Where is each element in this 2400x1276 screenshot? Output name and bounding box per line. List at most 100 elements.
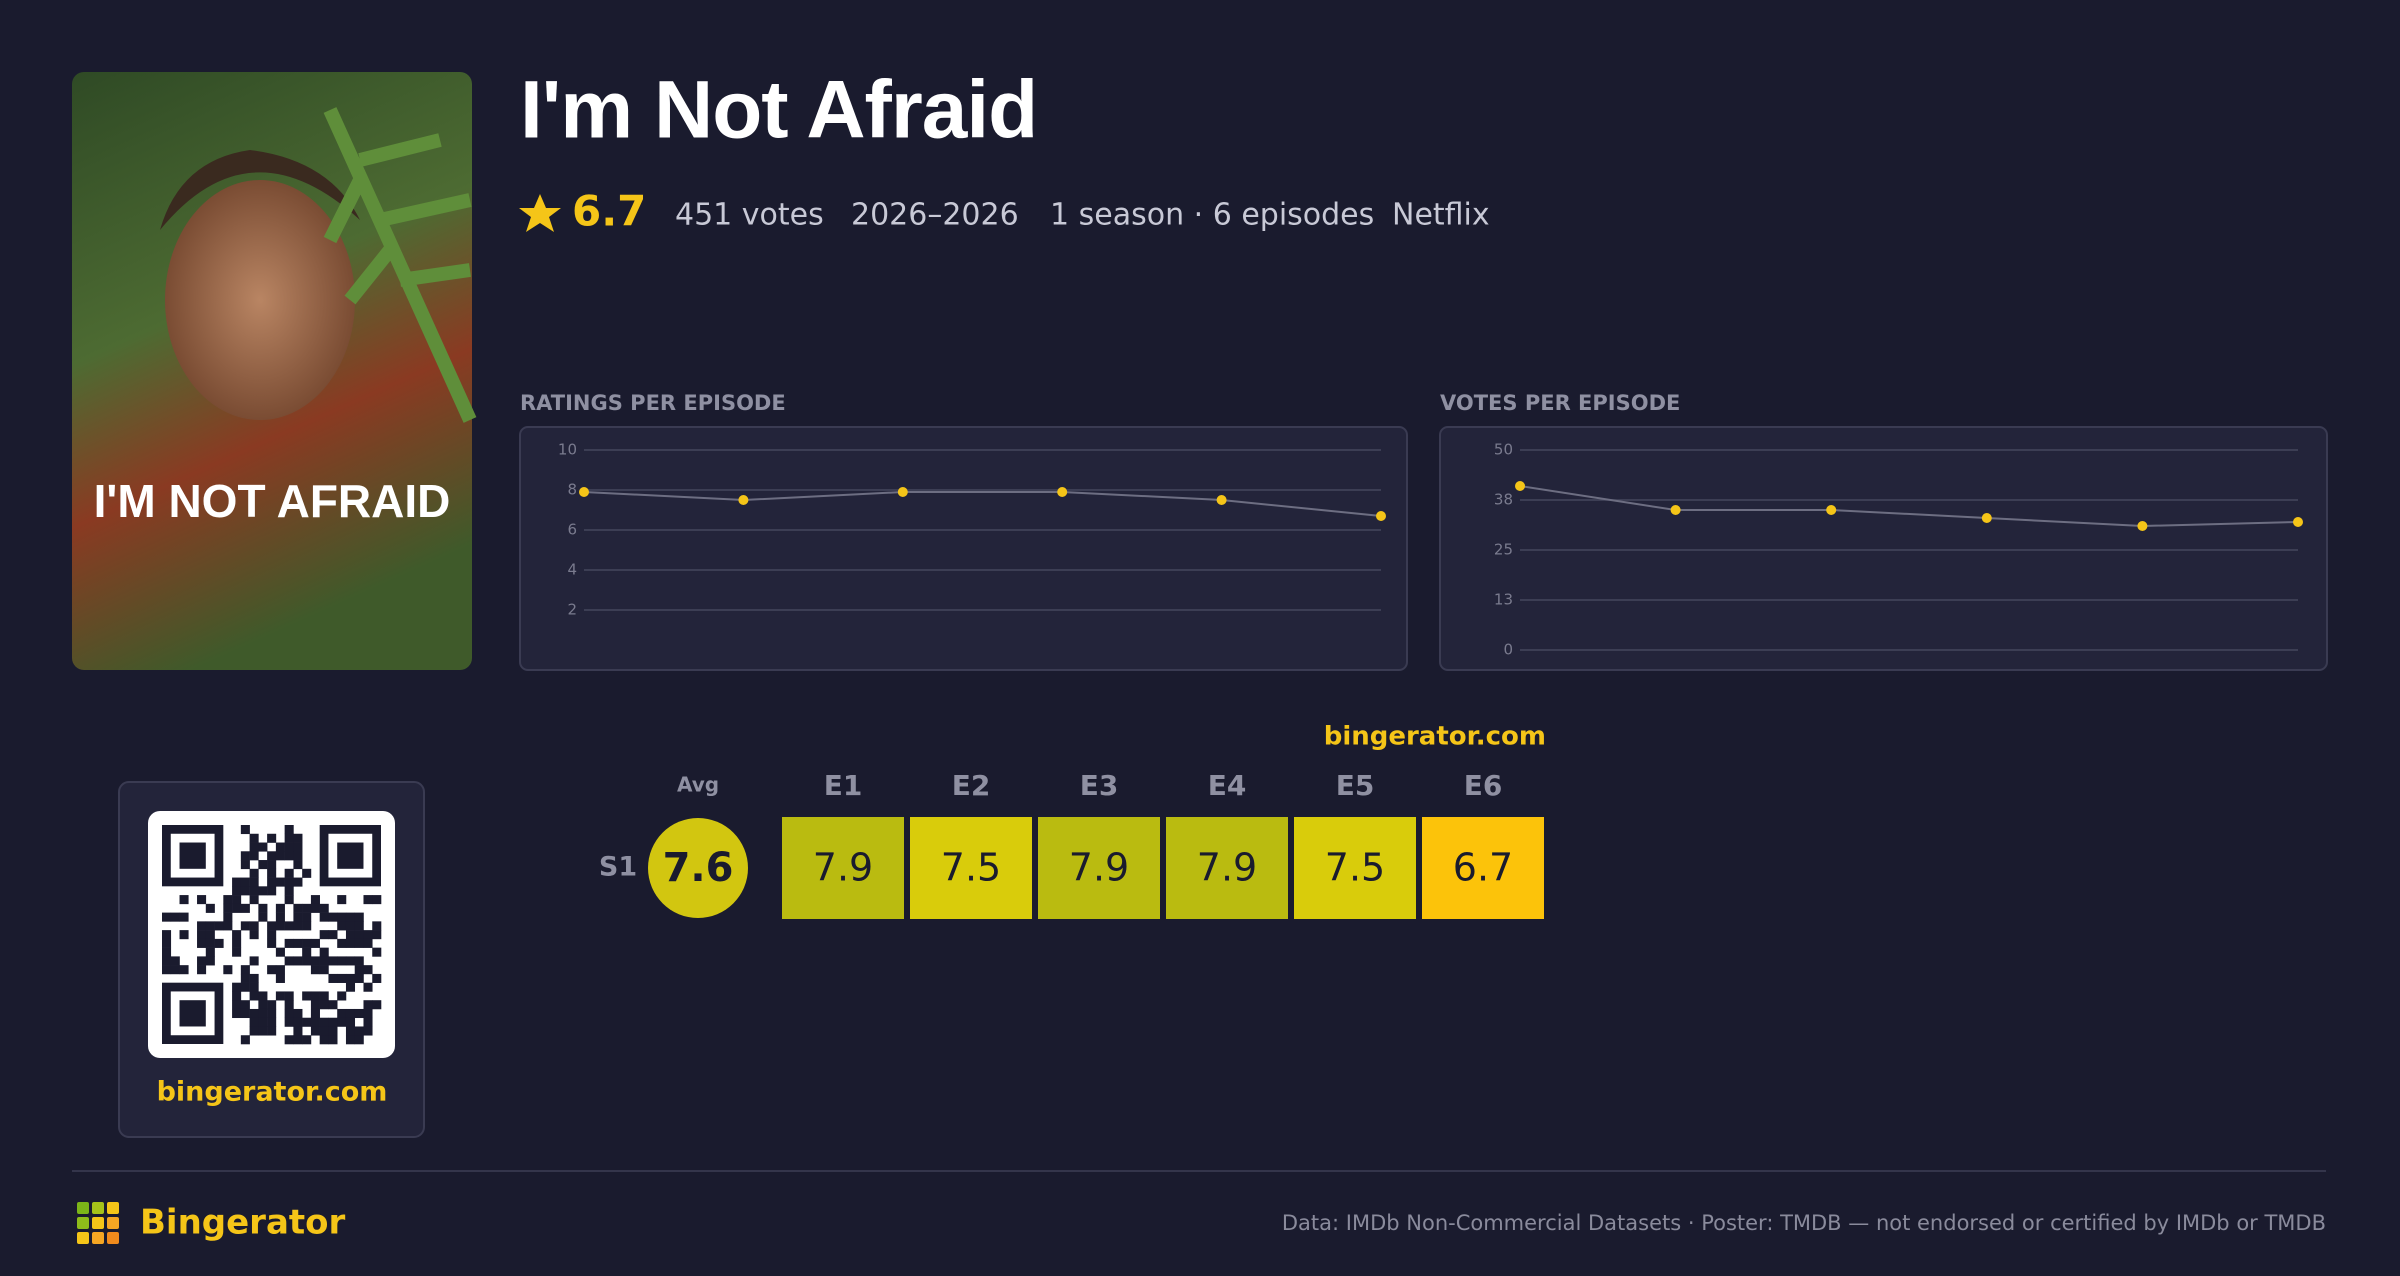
qr-module <box>284 877 294 887</box>
qr-module <box>267 886 277 896</box>
poster-hair <box>160 150 360 230</box>
qr-module <box>249 895 259 905</box>
y-tick-label: 4 <box>567 561 577 579</box>
qr-module <box>319 956 329 966</box>
episode-header: E1 <box>824 769 863 802</box>
qr-module <box>310 965 320 975</box>
qr-module <box>179 965 189 975</box>
rating: 6.7 <box>572 187 646 236</box>
qr-module <box>275 851 285 861</box>
qr-module <box>293 842 303 852</box>
qr-module <box>232 930 242 940</box>
qr-module <box>240 982 250 992</box>
qr-module <box>319 912 329 922</box>
qr-module <box>205 947 215 957</box>
data-point <box>1515 481 1525 491</box>
qr-module <box>345 982 356 992</box>
qr-module <box>205 903 215 913</box>
qr-module <box>284 991 294 1001</box>
qr-module <box>284 938 294 948</box>
episode-header: E6 <box>1464 769 1503 802</box>
qr-module <box>319 1026 329 1036</box>
qr-module <box>328 1026 338 1036</box>
qr-module <box>302 912 312 922</box>
logo-square <box>107 1232 119 1244</box>
qr-finder <box>337 842 364 869</box>
qr-module <box>354 930 364 940</box>
episode-header: E4 <box>1208 769 1247 802</box>
poster-title: I'M NOT AFRAID <box>94 475 451 527</box>
qr-module <box>302 921 312 931</box>
qr-module <box>354 956 364 966</box>
poster-fern <box>323 107 477 423</box>
qr-module <box>232 947 242 957</box>
qr-module <box>302 1017 312 1027</box>
qr-module <box>249 930 259 940</box>
data-point <box>579 487 589 497</box>
qr-module <box>205 956 215 966</box>
qr-module <box>310 1000 320 1010</box>
qr-module <box>345 1026 356 1036</box>
qr-module <box>179 912 189 922</box>
qr-module <box>337 991 347 1001</box>
episode-header: E3 <box>1080 769 1119 802</box>
data-point <box>1826 505 1837 515</box>
qr-module <box>170 956 180 966</box>
qr-module <box>293 912 303 922</box>
episode-header: E5 <box>1336 769 1375 802</box>
data-point <box>1376 511 1386 521</box>
qr-module <box>275 947 285 957</box>
qr-module <box>232 991 242 1001</box>
qr-module <box>363 1000 373 1010</box>
qr-module <box>363 982 373 992</box>
qr-module <box>354 912 364 922</box>
title: I'm Not Afraid <box>520 65 1037 156</box>
qr-module <box>258 903 268 913</box>
qr-module <box>363 1017 373 1027</box>
qr-module <box>319 965 329 975</box>
qr-module <box>293 938 303 948</box>
y-tick-label: 0 <box>1503 641 1513 659</box>
qr-module <box>249 973 259 983</box>
qr-module <box>232 886 242 896</box>
series-line <box>1519 485 2299 528</box>
qr-module <box>240 1000 250 1010</box>
logo-square <box>92 1232 104 1244</box>
qr-module <box>319 1035 329 1045</box>
qr-module <box>240 903 250 913</box>
qr-module <box>319 903 329 913</box>
data-point <box>1670 505 1681 515</box>
qr-module <box>223 912 233 922</box>
qr-module <box>249 1008 259 1019</box>
qr-module <box>345 1008 356 1019</box>
season-label: S1 <box>599 852 637 883</box>
qr-module <box>275 842 285 852</box>
qr-module <box>240 860 250 870</box>
qr-module <box>240 877 250 887</box>
data-point <box>1057 487 1068 497</box>
data-point <box>1981 513 1992 523</box>
qr-module <box>302 903 312 913</box>
qr-module <box>302 868 312 878</box>
qr-module <box>232 895 242 905</box>
qr-module <box>258 1008 268 1019</box>
qr-module <box>310 895 320 905</box>
rating-cell <box>1166 817 1288 919</box>
qr-module <box>363 930 373 940</box>
data-point <box>2137 521 2148 531</box>
qr-module <box>363 965 373 975</box>
qr-module <box>328 1017 338 1027</box>
qr-module <box>293 833 303 843</box>
qr-module <box>354 1008 364 1019</box>
years: 2026–2026 <box>851 198 1019 233</box>
logo-square <box>77 1232 89 1244</box>
qr-module <box>232 982 242 992</box>
qr-module <box>319 930 329 940</box>
qr-module <box>267 1008 277 1019</box>
credit: Data: IMDb Non-Commercial Datasets · Pos… <box>1282 1211 2326 1235</box>
qr-module <box>249 1026 259 1036</box>
rating-cell <box>1038 817 1160 919</box>
qr-module <box>275 991 285 1001</box>
qr-module <box>249 833 259 843</box>
qr-module <box>162 956 172 966</box>
